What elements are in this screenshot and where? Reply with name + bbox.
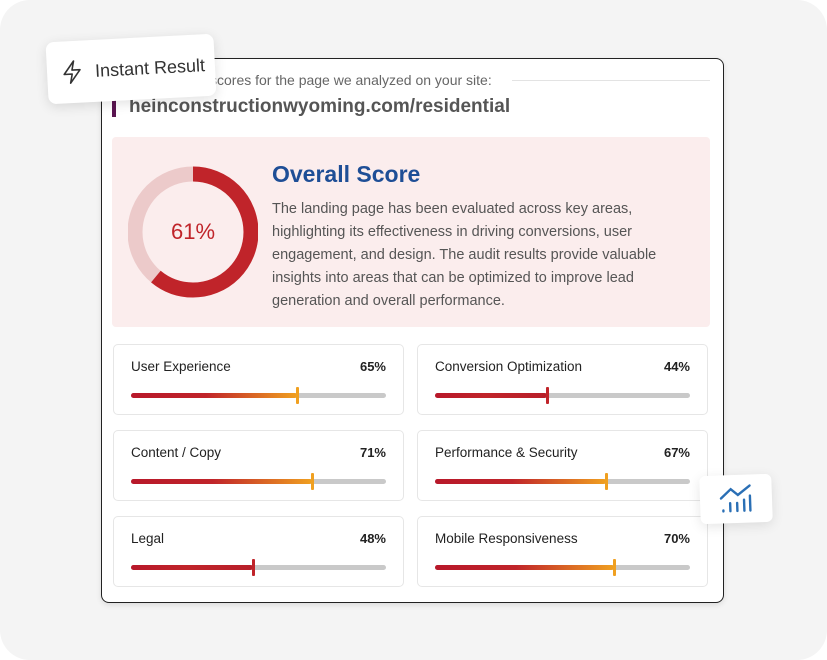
- metric-progress-bar: [435, 473, 690, 490]
- metric-card: User Experience 65%: [113, 344, 404, 415]
- metric-label: Mobile Responsiveness: [435, 531, 578, 546]
- analyzed-url: heinconstructionwyoming.com/residential: [112, 96, 510, 118]
- score-donut: [128, 166, 258, 298]
- metric-progress-bar: [131, 387, 386, 404]
- divider: [512, 80, 710, 81]
- metric-progress-marker: [612, 559, 616, 576]
- metric-progress-bar: [435, 387, 690, 404]
- metric-progress-marker: [252, 559, 256, 576]
- metric-progress-marker: [546, 387, 550, 404]
- badge-label: Instant Result: [94, 54, 206, 81]
- instant-result-badge: Instant Result: [45, 33, 217, 105]
- lightning-icon: [63, 60, 81, 84]
- metric-progress-fill: [435, 479, 606, 484]
- metric-value: 71%: [359, 445, 386, 460]
- metric-value: 67%: [663, 445, 690, 460]
- metric-card: Mobile Responsiveness 70%: [417, 516, 708, 587]
- overall-score-value: 61%: [170, 219, 216, 244]
- metric-label: Content / Copy: [131, 445, 222, 460]
- metric-label: Conversion Optimization: [435, 359, 583, 374]
- metric-progress-bar: [131, 473, 386, 490]
- metric-progress-fill: [435, 565, 614, 570]
- metric-progress-fill: [131, 393, 297, 398]
- donut-arc: [128, 166, 258, 298]
- intro-text: scores for the page we analyzed on your …: [210, 72, 492, 88]
- metric-progress-marker: [604, 473, 608, 490]
- metric-label: Legal: [131, 531, 165, 546]
- metric-progress-fill: [435, 393, 548, 398]
- metric-card: Legal 48%: [113, 516, 404, 587]
- metric-value: 65%: [359, 359, 386, 374]
- metric-label: Performance & Security: [435, 445, 578, 460]
- metric-progress-bar: [435, 559, 690, 576]
- metric-card: Performance & Security 67%: [417, 430, 708, 501]
- metric-card: Content / Copy 71%: [113, 430, 404, 501]
- growth-chart-icon: [719, 484, 752, 513]
- chart-badge: [699, 473, 773, 525]
- url-accent-bar: [112, 97, 116, 117]
- metric-card: Conversion Optimization 44%: [417, 344, 708, 415]
- metric-progress-fill: [131, 565, 254, 570]
- metric-value: 70%: [663, 531, 690, 546]
- metric-progress-bar: [131, 559, 386, 576]
- overall-score-title: Overall Score: [272, 161, 421, 187]
- url-text: heinconstructionwyoming.com/residential: [129, 96, 511, 117]
- overall-score-panel: 61% Overall Score The landing page has b…: [112, 137, 710, 327]
- metric-label: User Experience: [131, 359, 231, 374]
- metric-value: 48%: [359, 531, 386, 546]
- metric-progress-marker: [295, 387, 299, 404]
- overall-score-description: The landing page has been evaluated acro…: [272, 201, 657, 309]
- metric-progress-marker: [311, 473, 315, 490]
- metric-progress-fill: [131, 479, 313, 484]
- metric-value: 44%: [663, 359, 690, 374]
